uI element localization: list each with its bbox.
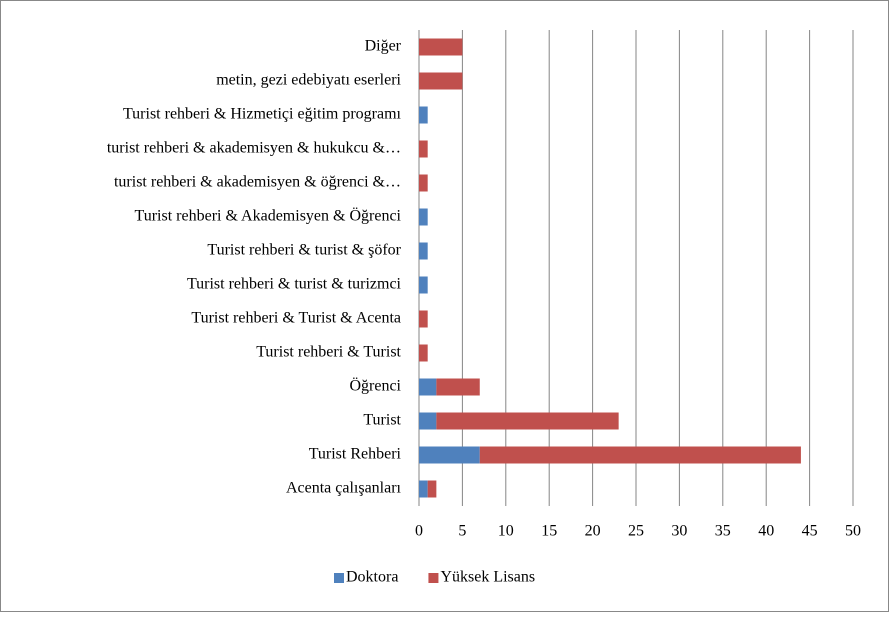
x-tick-label: 0 bbox=[415, 523, 423, 540]
bar bbox=[436, 378, 480, 396]
x-tick-label: 45 bbox=[802, 523, 818, 540]
bar bbox=[419, 310, 428, 328]
bar bbox=[419, 140, 428, 158]
bar bbox=[419, 106, 428, 124]
bar bbox=[419, 276, 428, 294]
y-tick-label: metin, gezi edebiyatı eserleri bbox=[216, 72, 401, 89]
y-tick-label: Turist rehberi & Akademisyen & Öğrenci bbox=[135, 207, 402, 225]
y-tick-label: Turist rehberi & Turist & Acenta bbox=[191, 310, 401, 327]
bar bbox=[419, 72, 463, 90]
bar bbox=[419, 412, 437, 430]
bar bbox=[419, 174, 428, 192]
y-tick-label: Turist rehberi & turist & şöfor bbox=[207, 242, 401, 259]
legend-swatch bbox=[428, 573, 439, 583]
y-tick-label: turist rehberi & akademisyen & hukukcu &… bbox=[107, 140, 401, 157]
y-tick-label: turist rehberi & akademisyen & öğrenci &… bbox=[114, 174, 401, 191]
x-tick-label: 20 bbox=[585, 523, 601, 540]
y-tick-label: Turist bbox=[363, 412, 401, 429]
bar bbox=[419, 480, 428, 498]
y-tick-label: Turist rehberi & Hizmetiçi eğitim progra… bbox=[123, 106, 402, 123]
y-tick-label: Turist Rehberi bbox=[309, 446, 402, 463]
bar bbox=[419, 208, 428, 226]
y-tick-label: Acenta çalışanları bbox=[286, 480, 402, 497]
bar bbox=[419, 378, 437, 396]
x-tick-label: 30 bbox=[671, 523, 687, 540]
x-tick-label: 10 bbox=[498, 523, 514, 540]
y-tick-label: Turist rehberi & Turist bbox=[256, 344, 401, 361]
legend-swatch bbox=[334, 573, 344, 583]
bar bbox=[419, 446, 480, 464]
bar bbox=[419, 38, 463, 56]
y-tick-label: Öğrenci bbox=[349, 377, 401, 395]
x-tick-label: 35 bbox=[715, 523, 731, 540]
legend-label: Doktora bbox=[346, 569, 398, 586]
bar bbox=[419, 242, 428, 260]
x-tick-label: 50 bbox=[845, 523, 861, 540]
x-tick-label: 25 bbox=[628, 523, 644, 540]
x-tick-label: 5 bbox=[458, 523, 466, 540]
x-tick-label: 15 bbox=[541, 523, 557, 540]
y-tick-label: Turist rehberi & turist & turizmci bbox=[187, 276, 402, 293]
y-tick-label: Diğer bbox=[365, 38, 402, 55]
legend-label: Yüksek Lisans bbox=[440, 569, 535, 586]
bar bbox=[419, 344, 428, 362]
bar bbox=[436, 412, 619, 430]
bar bbox=[479, 446, 801, 464]
x-tick-label: 40 bbox=[758, 523, 774, 540]
bar bbox=[427, 480, 437, 498]
